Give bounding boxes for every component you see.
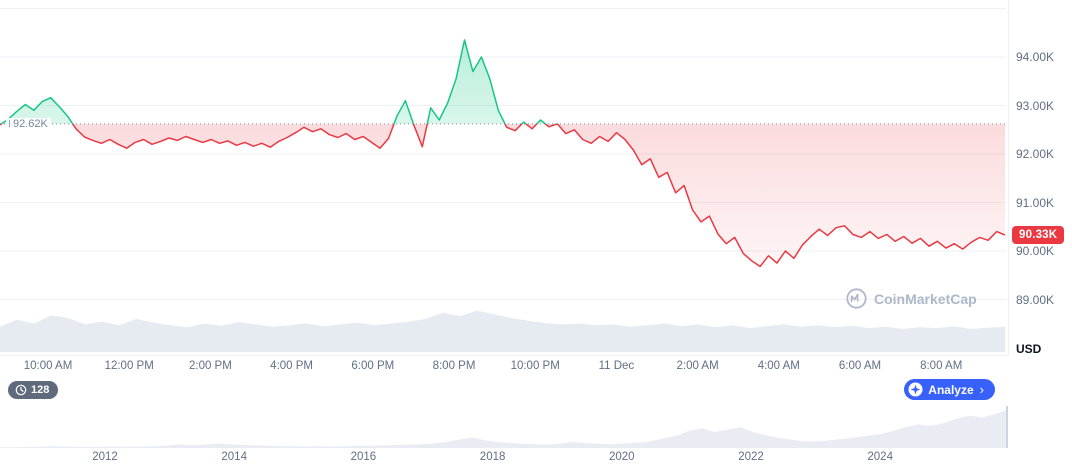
time-axis-tick: 12:00 PM <box>104 360 154 372</box>
time-axis-tick: 2:00 AM <box>676 360 719 372</box>
y-axis-tick: 90.00K <box>1016 244 1055 258</box>
time-axis-tick: 4:00 PM <box>270 360 314 372</box>
chart-controls-row: 128 Analyze › <box>0 379 1072 405</box>
coinmarketcap-watermark: CoinMarketCap <box>846 288 977 309</box>
coinmarketcap-logo-icon <box>846 288 867 309</box>
time-axis-tick: 4:00 AM <box>757 360 800 372</box>
y-axis-tick: 91.00K <box>1016 195 1055 210</box>
y-axis-tick: 93.00K <box>1016 98 1055 113</box>
time-axis-tick: 11 Dec <box>598 360 635 372</box>
analyze-sparkle-icon <box>908 382 923 397</box>
year-axis: 2012 2014 2016 2018 2020 2022 2024 <box>0 451 1010 465</box>
price-scale[interactable]: 94.00K 93.00K 92.00K 91.00K 90.00K 89.00… <box>1008 0 1072 356</box>
current-price-badge: 90.33K <box>1012 225 1065 244</box>
main-chart-svg[interactable] <box>0 0 1008 356</box>
time-axis-tick: 10:00 AM <box>23 360 73 372</box>
y-axis-tick: 92.00K <box>1016 147 1055 161</box>
y-axis-tick: 89.00K <box>1016 292 1055 307</box>
currency-label: USD <box>1016 342 1042 356</box>
time-axis: 10:00 AM 12:00 PM 2:00 PM 4:00 PM 6:00 P… <box>0 360 1008 376</box>
baseline-price-label: 92.62K <box>6 117 51 130</box>
baseline-price-value: 92.62K <box>13 117 48 130</box>
year-axis-tick: 2020 <box>609 451 635 463</box>
baseline-marker-icon <box>9 120 10 128</box>
range-selector-handle[interactable] <box>1006 406 1008 448</box>
year-axis-tick: 2022 <box>738 451 764 463</box>
year-axis-tick: 2018 <box>479 451 506 463</box>
analyze-button[interactable]: Analyze › <box>904 379 995 400</box>
time-axis-tick: 8:00 AM <box>920 360 963 372</box>
chevron-right-icon: › <box>979 382 984 397</box>
analyze-label: Analyze <box>928 382 974 397</box>
year-axis-tick: 2016 <box>350 451 377 463</box>
time-axis-tick: 8:00 PM <box>432 360 476 372</box>
history-count-badge[interactable]: 128 <box>8 381 59 399</box>
time-axis-tick: 2:00 PM <box>188 360 232 372</box>
history-clock-icon <box>15 384 27 396</box>
time-axis-tick: 6:00 AM <box>838 360 882 372</box>
range-selector-chart[interactable] <box>0 406 1010 448</box>
time-axis-tick: 10:00 PM <box>510 360 560 372</box>
main-chart[interactable]: 92.62K CoinMarketCap <box>0 0 1008 356</box>
watermark-text: CoinMarketCap <box>874 290 977 307</box>
y-axis-tick: 94.00K <box>1016 50 1055 64</box>
time-axis-tick: 6:00 PM <box>351 360 395 372</box>
history-count: 128 <box>31 384 50 396</box>
range-selector-svg[interactable] <box>0 406 1010 448</box>
year-axis-tick: 2024 <box>867 451 893 463</box>
year-axis-tick: 2012 <box>92 451 118 463</box>
year-axis-tick: 2014 <box>221 451 247 463</box>
